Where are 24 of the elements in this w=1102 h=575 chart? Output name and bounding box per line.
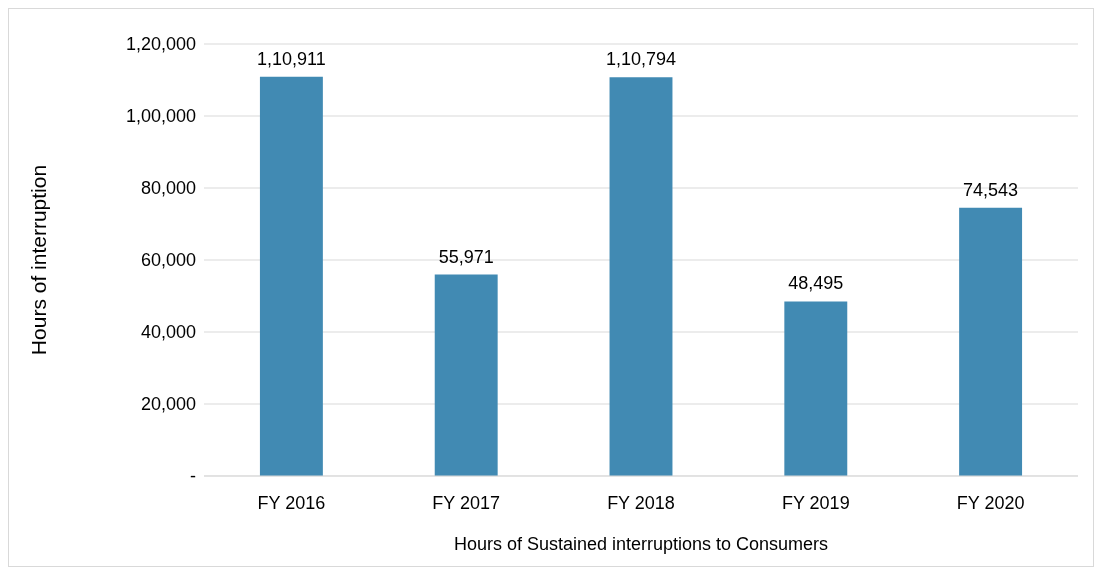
- bar: [784, 301, 848, 476]
- y-tick-label: 60,000: [140, 250, 196, 271]
- data-label: 1,10,911: [257, 48, 326, 69]
- x-tick-label: FY 2019: [781, 492, 850, 513]
- data-label: 74,543: [963, 179, 1019, 200]
- x-tick-label: FY 2016: [257, 492, 326, 513]
- y-tick-label: 20,000: [140, 394, 196, 415]
- bar: [434, 274, 498, 476]
- y-tick-label: 40,000: [140, 322, 196, 343]
- data-label: 48,495: [788, 273, 844, 294]
- x-axis-title: Hours of Sustained interruptions to Consumers: [453, 534, 829, 554]
- x-tick-label: FY 2017: [432, 492, 501, 513]
- bar: [959, 207, 1023, 476]
- bar: [609, 77, 673, 476]
- x-tick-label: FY 2018: [607, 492, 675, 513]
- y-axis-title: Hours of interruption: [27, 164, 51, 356]
- y-tick-label: 1,00,000: [125, 106, 196, 127]
- data-label: 1,10,794: [605, 49, 677, 70]
- bar: [259, 76, 323, 476]
- x-tick-label: FY 2020: [956, 492, 1025, 513]
- y-tick-label: 1,20,000: [125, 34, 196, 55]
- data-label: 55,971: [438, 246, 494, 267]
- y-tick-label: 80,000: [140, 178, 196, 199]
- y-tick-label: -: [190, 466, 196, 487]
